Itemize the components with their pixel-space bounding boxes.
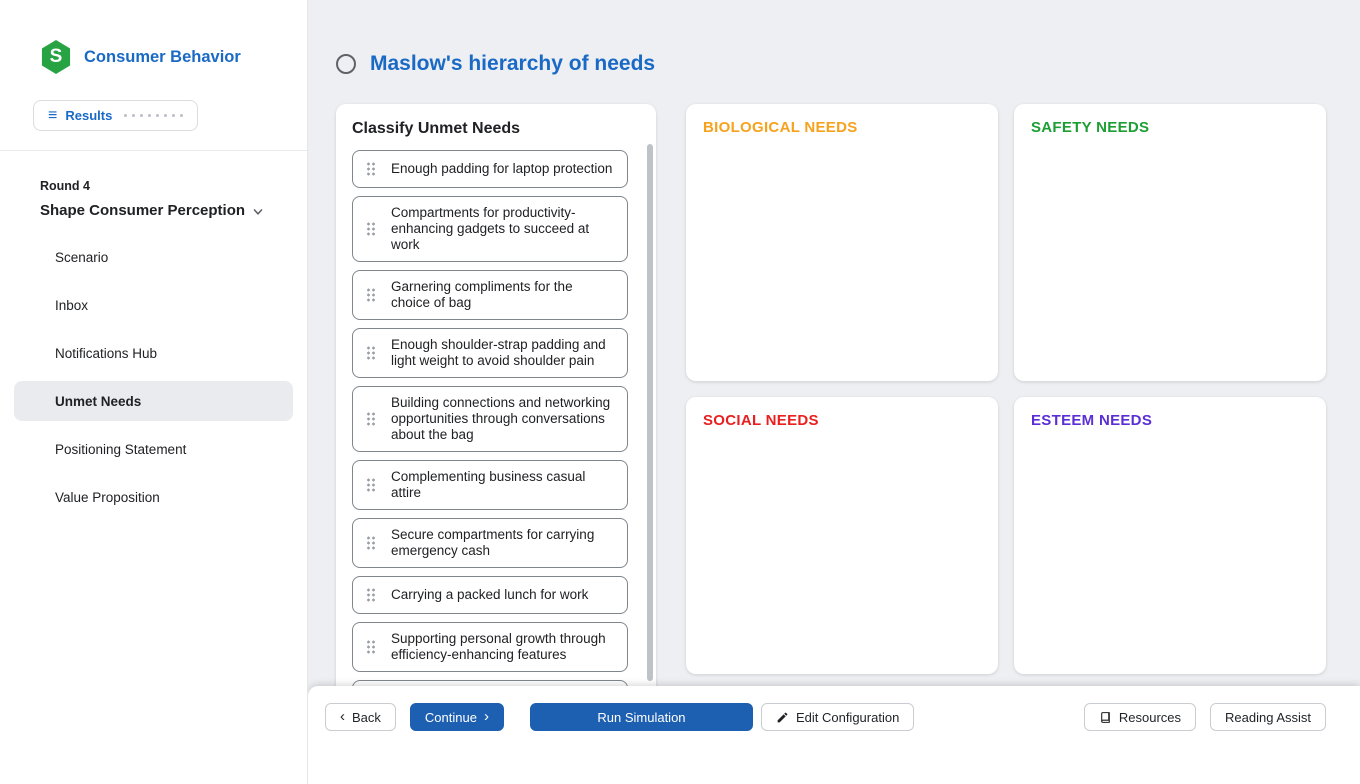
- drag-item[interactable]: Supporting personal growth through effic…: [352, 622, 628, 673]
- main-content: Maslow's hierarchy of needs Classify Unm…: [308, 0, 1360, 784]
- drag-item-label: Enough padding for laptop protection: [391, 161, 613, 177]
- drag-item[interactable]: Complementing business casual attire: [352, 460, 628, 511]
- round-label: Round 4: [40, 179, 90, 193]
- menu-icon: ≡: [48, 106, 58, 124]
- classify-panel-title: Classify Unmet Needs: [352, 120, 521, 138]
- reading-assist-button[interactable]: Reading Assist: [1210, 703, 1326, 731]
- drag-item[interactable]: Enough padding for laptop protection: [352, 150, 628, 189]
- pencil-icon: [776, 711, 789, 724]
- resources-button[interactable]: Resources: [1083, 703, 1196, 731]
- dropzone-title: SOCIAL NEEDS: [703, 412, 819, 430]
- drag-handle-icon[interactable]: [366, 477, 376, 493]
- drag-item-label: Secure compartments for carrying emergen…: [391, 527, 595, 559]
- dropzone-title: BIOLOGICAL NEEDS: [703, 119, 858, 137]
- drag-handle-icon[interactable]: [366, 587, 376, 603]
- sidebar-item-notifications-hub[interactable]: Notifications Hub: [55, 345, 158, 361]
- drag-item-label: Complementing business casual attire: [391, 469, 586, 501]
- results-button[interactable]: ≡ Results: [33, 100, 199, 131]
- sidebar-item-inbox[interactable]: Inbox: [55, 297, 89, 313]
- drag-handle-icon[interactable]: [366, 287, 376, 303]
- dropzone-title: SAFETY NEEDS: [1031, 119, 1150, 137]
- drag-item-label: Garnering compliments for the choice of …: [391, 279, 573, 311]
- back-button[interactable]: ‹ Back: [325, 703, 396, 731]
- action-bar-right: Resources Reading Assist: [1083, 703, 1326, 731]
- classify-panel: Classify Unmet Needs Enough padding for …: [336, 104, 656, 765]
- dropzone-title: ESTEEM NEEDS: [1031, 412, 1153, 430]
- progress-dots: [124, 114, 184, 117]
- classify-list: Enough padding for laptop protection Comp…: [352, 150, 640, 765]
- progress-dot: [180, 114, 184, 117]
- section-title: Shape Consumer Perception: [40, 202, 246, 219]
- continue-label: Continue: [424, 709, 477, 725]
- progress-dot: [148, 114, 152, 117]
- progress-dot: [164, 114, 168, 117]
- action-bar-left: ‹ Back Continue › Run Simulation Edit Co…: [325, 703, 915, 731]
- drag-handle-icon[interactable]: [366, 221, 376, 237]
- page-title: Maslow's hierarchy of needs: [370, 52, 656, 76]
- drag-item-label: Supporting personal growth through effic…: [391, 631, 606, 663]
- app-title: Consumer Behavior: [84, 47, 241, 66]
- edit-configuration-button[interactable]: Edit Configuration: [760, 703, 915, 731]
- sidebar-nav: Scenario Inbox Notifications Hub Unmet Need…: [0, 237, 307, 517]
- drag-item[interactable]: Carrying a packed lunch for work: [352, 576, 628, 615]
- step-radio-icon[interactable]: [336, 54, 356, 75]
- run-simulation-label: Run Simulation: [597, 709, 686, 725]
- action-bar: ‹ Back Continue › Run Simulation Edit Co…: [308, 686, 1360, 784]
- drag-item-label: Enough shoulder-strap padding and light …: [391, 337, 606, 369]
- chevron-right-icon: ›: [483, 708, 489, 725]
- continue-button[interactable]: Continue ›: [409, 703, 504, 731]
- sidebar-item-unmet-needs[interactable]: Unmet Needs: [14, 381, 293, 421]
- drag-item-label: Compartments for productivity-enhancing …: [391, 205, 590, 253]
- sidebar-divider: [0, 150, 307, 151]
- dropzone-safety-needs[interactable]: SAFETY NEEDS: [1014, 104, 1326, 382]
- drag-handle-icon[interactable]: [366, 161, 376, 177]
- drag-handle-icon[interactable]: [366, 639, 376, 655]
- drag-item[interactable]: Compartments for productivity-enhancing …: [352, 196, 628, 263]
- drag-handle-icon[interactable]: [366, 411, 376, 427]
- drag-item[interactable]: Enough shoulder-strap padding and light …: [352, 328, 628, 379]
- chevron-left-icon: ‹: [340, 708, 345, 725]
- edit-configuration-label: Edit Configuration: [795, 709, 900, 725]
- progress-dot: [124, 114, 128, 117]
- chevron-down-icon: [253, 207, 263, 217]
- sidebar: S Consumer Behavior ≡ Results Round 4 Sh…: [0, 0, 308, 784]
- drag-item[interactable]: Garnering compliments for the choice of …: [352, 270, 628, 321]
- drag-item[interactable]: Building connections and networking oppo…: [352, 386, 628, 453]
- drag-handle-icon[interactable]: [366, 345, 376, 361]
- progress-dot: [140, 114, 144, 117]
- dropzone-biological-needs[interactable]: BIOLOGICAL NEEDS: [686, 104, 998, 382]
- dropzone-social-needs[interactable]: SOCIAL NEEDS: [686, 397, 998, 675]
- drag-item-label: Building connections and networking oppo…: [391, 395, 611, 443]
- sidebar-item-scenario[interactable]: Scenario: [55, 249, 109, 265]
- dropzone-esteem-needs[interactable]: ESTEEM NEEDS: [1014, 397, 1326, 675]
- run-simulation-button[interactable]: Run Simulation: [529, 703, 753, 731]
- progress-dot: [156, 114, 160, 117]
- back-label: Back: [352, 709, 381, 725]
- reading-assist-label: Reading Assist: [1225, 709, 1311, 725]
- drag-item[interactable]: Secure compartments for carrying emergen…: [352, 518, 628, 569]
- s-logo-icon: S: [41, 40, 71, 74]
- progress-dot: [132, 114, 136, 117]
- dropzones: BIOLOGICAL NEEDS SAFETY NEEDS SOCIAL NEEDS…: [686, 104, 1326, 784]
- sidebar-item-positioning-statement[interactable]: Positioning Statement: [55, 441, 187, 457]
- resources-label: Resources: [1118, 709, 1181, 725]
- scrollbar-thumb[interactable]: [647, 144, 653, 681]
- sidebar-item-value-proposition[interactable]: Value Proposition: [55, 489, 160, 505]
- app-logo: S Consumer Behavior: [0, 40, 307, 74]
- drag-handle-icon[interactable]: [366, 535, 376, 551]
- results-label: Results: [65, 108, 113, 123]
- section-selector[interactable]: Shape Consumer Perception: [0, 193, 307, 219]
- scrollbar[interactable]: [647, 144, 653, 754]
- progress-dot: [172, 114, 176, 117]
- resources-book-icon: [1099, 711, 1112, 724]
- drag-item-label: Carrying a packed lunch for work: [391, 587, 589, 603]
